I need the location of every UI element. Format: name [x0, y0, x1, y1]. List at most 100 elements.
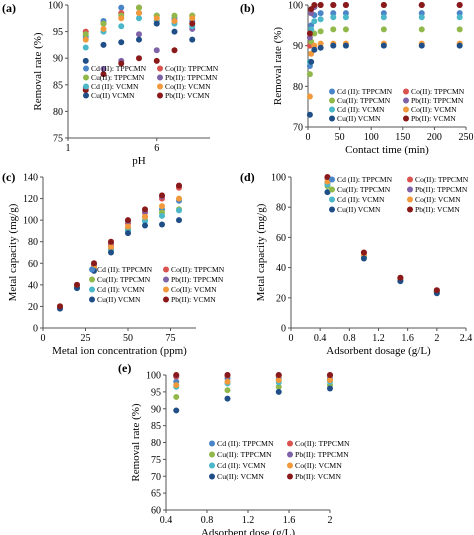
- y-tick-label: 65: [151, 489, 161, 500]
- y-tick-label: 80: [276, 203, 286, 214]
- legend-marker: [287, 440, 293, 447]
- data-point-7-3: [327, 372, 333, 378]
- data-point-4-3: [136, 15, 142, 22]
- legend-entry: Cd (II): TPPCMN: [97, 265, 153, 274]
- data-point-6-5: [142, 222, 148, 229]
- y-tick-label: 60: [28, 259, 38, 270]
- legend-marker: [89, 296, 95, 303]
- legend-entry: Pb(II): VCMN: [411, 114, 456, 123]
- panel-label: (c): [2, 170, 15, 184]
- data-point-6-1: [224, 395, 231, 402]
- panel-label: (d): [240, 170, 255, 184]
- data-point-6-4: [330, 42, 337, 49]
- legend-entry: Cu(II): VCMN: [217, 472, 264, 481]
- x-tick-label: 50: [123, 333, 133, 344]
- data-point-6-6: [380, 42, 387, 49]
- data-point-6-8: [456, 42, 463, 49]
- y-tick-label: 0: [281, 324, 286, 335]
- legend-marker: [329, 106, 335, 113]
- legend-entry: Cu(II) VCMN: [337, 205, 381, 214]
- y-tick-label: 80: [151, 438, 161, 449]
- x-tick-label: 1: [66, 143, 71, 154]
- data-point-6-4: [153, 20, 160, 27]
- legend-entry: Co(II): TPPCMN: [295, 439, 350, 448]
- data-point-7-7: [176, 182, 182, 189]
- data-point-7-4: [125, 217, 131, 224]
- data-point-7-6: [159, 192, 165, 199]
- data-point-7-1: [308, 6, 315, 13]
- legend-marker: [157, 65, 163, 72]
- data-point-7-4: [330, 2, 337, 8]
- data-point-6-3: [108, 249, 114, 256]
- data-point-7-6: [380, 2, 387, 8]
- legend-marker: [407, 196, 413, 203]
- legend-marker: [287, 462, 293, 469]
- x-tick-label: 2: [328, 515, 333, 526]
- data-point-5-7: [176, 195, 182, 202]
- legend-entry: Co(II): VCMN: [411, 105, 457, 114]
- data-point-2-2: [311, 30, 318, 37]
- data-point-2-0: [306, 71, 313, 78]
- legend-marker: [403, 106, 409, 113]
- x-axis-title: Metal ion concentration (ppm): [52, 345, 187, 357]
- legend-entry: Cu(II): TPPCMN: [97, 275, 151, 284]
- legend-entry: Pb(II): VCMN: [165, 91, 210, 100]
- data-point-4-5: [342, 14, 349, 21]
- data-point-5-4: [153, 15, 160, 22]
- x-axis-title: Adsorbent dose (g/L): [201, 527, 295, 535]
- data-point-5-5: [142, 213, 148, 220]
- legend-entry: Co(II): VCMN: [171, 285, 217, 294]
- legend-entry: Co(II): VCMN: [415, 195, 461, 204]
- y-tick-label: 20: [276, 293, 286, 304]
- x-tick-label: 0.4: [314, 333, 327, 344]
- legend-marker: [163, 276, 169, 283]
- data-point-2-4: [330, 26, 337, 33]
- data-point-6-6: [159, 221, 165, 228]
- data-point-4-3: [317, 16, 324, 23]
- chart-panel-a: (a) 75 80 85 90 95 100 1 6 pH Removal rate (%) Cd (…: [2, 1, 219, 168]
- data-point-4-2: [311, 18, 318, 25]
- data-point-2-5: [171, 12, 178, 19]
- data-point-2-3: [317, 28, 324, 35]
- x-tick-label: 1.6: [401, 333, 414, 344]
- y-tick-label: 40: [276, 263, 286, 274]
- y-tick-label: 95: [151, 387, 161, 398]
- data-point-0-2: [118, 4, 125, 11]
- data-point-6-2: [118, 39, 125, 46]
- y-axis-title: Removal rate (%): [32, 32, 44, 111]
- x-axis-title: pH: [132, 155, 146, 167]
- x-axis-title: Contact time (min): [345, 144, 429, 156]
- data-point-7-2: [311, 2, 318, 8]
- legend-marker: [407, 176, 413, 183]
- data-point-6-1: [360, 255, 367, 262]
- data-point-6-6: [189, 36, 196, 43]
- legend-marker: [209, 473, 215, 480]
- data-point-4-7: [176, 207, 182, 214]
- x-tick-label: 1.2: [242, 515, 255, 526]
- chart-panel-e: (e) 60 65 70 75 80 85 90 95 100 0.4 0.8 1.2 1.6 2 Adsor…: [118, 361, 350, 535]
- legend-entry: Pb(II): VCMN: [171, 295, 216, 304]
- data-point-5-0: [82, 36, 89, 43]
- data-point-6-0: [306, 111, 313, 118]
- legend-marker: [89, 276, 95, 283]
- legend-marker: [329, 206, 335, 213]
- legend-entry: Co(II): VCMN: [295, 461, 342, 470]
- data-point-6-1: [308, 58, 315, 65]
- legend-marker: [157, 74, 163, 81]
- data-point-5-6: [159, 203, 165, 210]
- x-tick-label: 0: [289, 333, 294, 344]
- legend-entry: Cu(II) VCMN: [91, 91, 135, 100]
- legend-marker: [329, 196, 335, 203]
- x-tick-label: 100: [364, 132, 379, 143]
- data-point-4-6: [159, 212, 165, 219]
- y-tick-label: 80: [28, 237, 38, 248]
- y-axis-title: Removal rate (%): [272, 27, 284, 106]
- legend-marker: [83, 74, 89, 81]
- x-tick-label: 250: [459, 132, 474, 143]
- x-tick-label: 2: [434, 333, 439, 344]
- data-point-7-2: [91, 260, 97, 267]
- data-point-6-5: [342, 42, 349, 49]
- legend-entry: Co(II): VCMN: [165, 82, 211, 91]
- y-tick-label: 100: [146, 371, 161, 382]
